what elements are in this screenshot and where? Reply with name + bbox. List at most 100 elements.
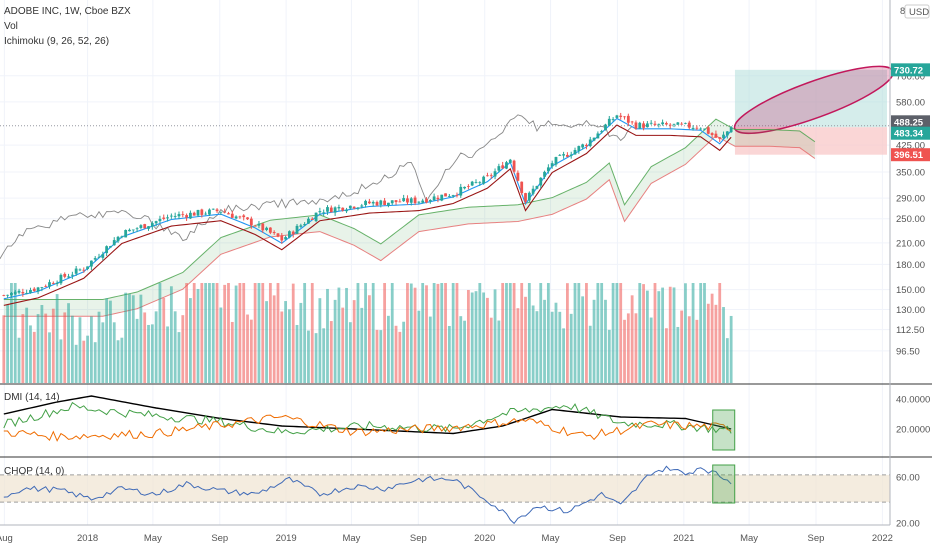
volume-bar [17, 337, 21, 383]
volume-bar [345, 287, 348, 383]
chop-tick-label: 60.00 [896, 473, 920, 484]
volume-bar [208, 283, 211, 383]
price-tick-label: 150.00 [896, 285, 925, 296]
volume-bar [428, 316, 432, 383]
volume-bar [524, 296, 527, 383]
time-tick-label: Sep [211, 533, 228, 544]
candle-body [139, 225, 143, 228]
time-tick-label: 2018 [77, 533, 98, 544]
candle-body [680, 123, 684, 125]
volume-bar [318, 298, 322, 383]
candle-body [398, 201, 402, 203]
ichimoku-legend: Ichimoku (9, 26, 52, 26) [4, 36, 109, 47]
volume-bar [470, 292, 474, 383]
candle-body [543, 171, 546, 177]
volume-bar [166, 326, 169, 383]
candle-body [97, 256, 101, 258]
candle-body [280, 235, 284, 241]
candle-body [619, 115, 623, 117]
price-tick-label: 210.00 [896, 238, 925, 249]
volume-bar [44, 313, 48, 383]
volume-bar [383, 283, 387, 383]
candle-body [581, 144, 585, 148]
volume-bar [200, 283, 204, 383]
volume-bar [486, 297, 489, 383]
volume-bar [413, 287, 417, 383]
volume-bar [360, 307, 364, 383]
volume-bar [535, 311, 539, 383]
time-tick-label: Sep [609, 533, 626, 544]
volume-bar [649, 317, 653, 383]
volume-bar [341, 307, 345, 383]
price-tag [891, 148, 930, 162]
volume-bar [246, 314, 249, 383]
volume-bar [691, 283, 695, 383]
settings-icon[interactable]: 8 [900, 6, 905, 17]
candle-body [604, 124, 607, 131]
candle-body [116, 236, 120, 242]
candle-body [474, 182, 478, 183]
volume-bar [215, 283, 219, 383]
candle-body [539, 177, 543, 186]
candle-body [284, 237, 288, 240]
volume-bar [588, 325, 592, 383]
volume-bar [223, 284, 227, 383]
candle-body [611, 119, 615, 120]
candle-body [634, 122, 638, 129]
candle-body [6, 294, 10, 296]
volume-bar [40, 305, 44, 383]
candle-body [36, 287, 40, 292]
candle-body [440, 194, 444, 201]
volume-bar [585, 283, 588, 383]
chart-title: ADOBE INC, 1W, Cboe BZX [4, 6, 131, 17]
candle-body [253, 225, 257, 227]
candle-body [463, 186, 466, 189]
candle-body [527, 192, 531, 201]
candle-body [337, 207, 341, 209]
candle-body [143, 224, 147, 229]
volume-bar [116, 340, 120, 383]
volume-bar [676, 326, 680, 383]
volume-bar [642, 284, 645, 383]
volume-bars [2, 283, 733, 383]
volume-bar [143, 312, 147, 383]
candle-body [505, 162, 508, 169]
currency-badge[interactable] [904, 4, 930, 19]
candle-body [573, 149, 577, 155]
candle-body [665, 123, 668, 125]
volume-bar [436, 283, 440, 383]
candle-body [32, 288, 36, 291]
candle-body [177, 214, 181, 217]
lower-panes [0, 383, 932, 525]
volume-bar [687, 316, 691, 383]
volume-bar [105, 298, 109, 383]
volume-bar [32, 331, 36, 383]
candle-body [246, 217, 249, 220]
volume-bar [550, 311, 554, 383]
volume-bar [569, 313, 573, 383]
volume-bar [539, 283, 543, 383]
volume-bar [706, 303, 710, 383]
volume-bar [326, 288, 329, 383]
volume-bar [718, 283, 722, 383]
volume-bar [699, 283, 703, 383]
candle-body [718, 137, 722, 139]
volume-bar [684, 283, 687, 383]
candle-body [455, 194, 459, 196]
volume-bar [169, 286, 173, 383]
volume-bar [337, 287, 341, 383]
candle-body [478, 182, 482, 184]
candle-body [703, 128, 706, 130]
volume-bar [2, 315, 6, 383]
candle-body [390, 200, 394, 204]
volume-bar [680, 310, 684, 383]
candle-body [326, 207, 329, 212]
dmi-tick-label: 20.0000 [896, 425, 930, 436]
candle-body [482, 176, 486, 184]
candle-body [554, 157, 558, 165]
time-tick-label: 2022 [872, 533, 893, 544]
price-tag-label: 730.72 [894, 65, 923, 76]
candle-body [310, 218, 314, 220]
